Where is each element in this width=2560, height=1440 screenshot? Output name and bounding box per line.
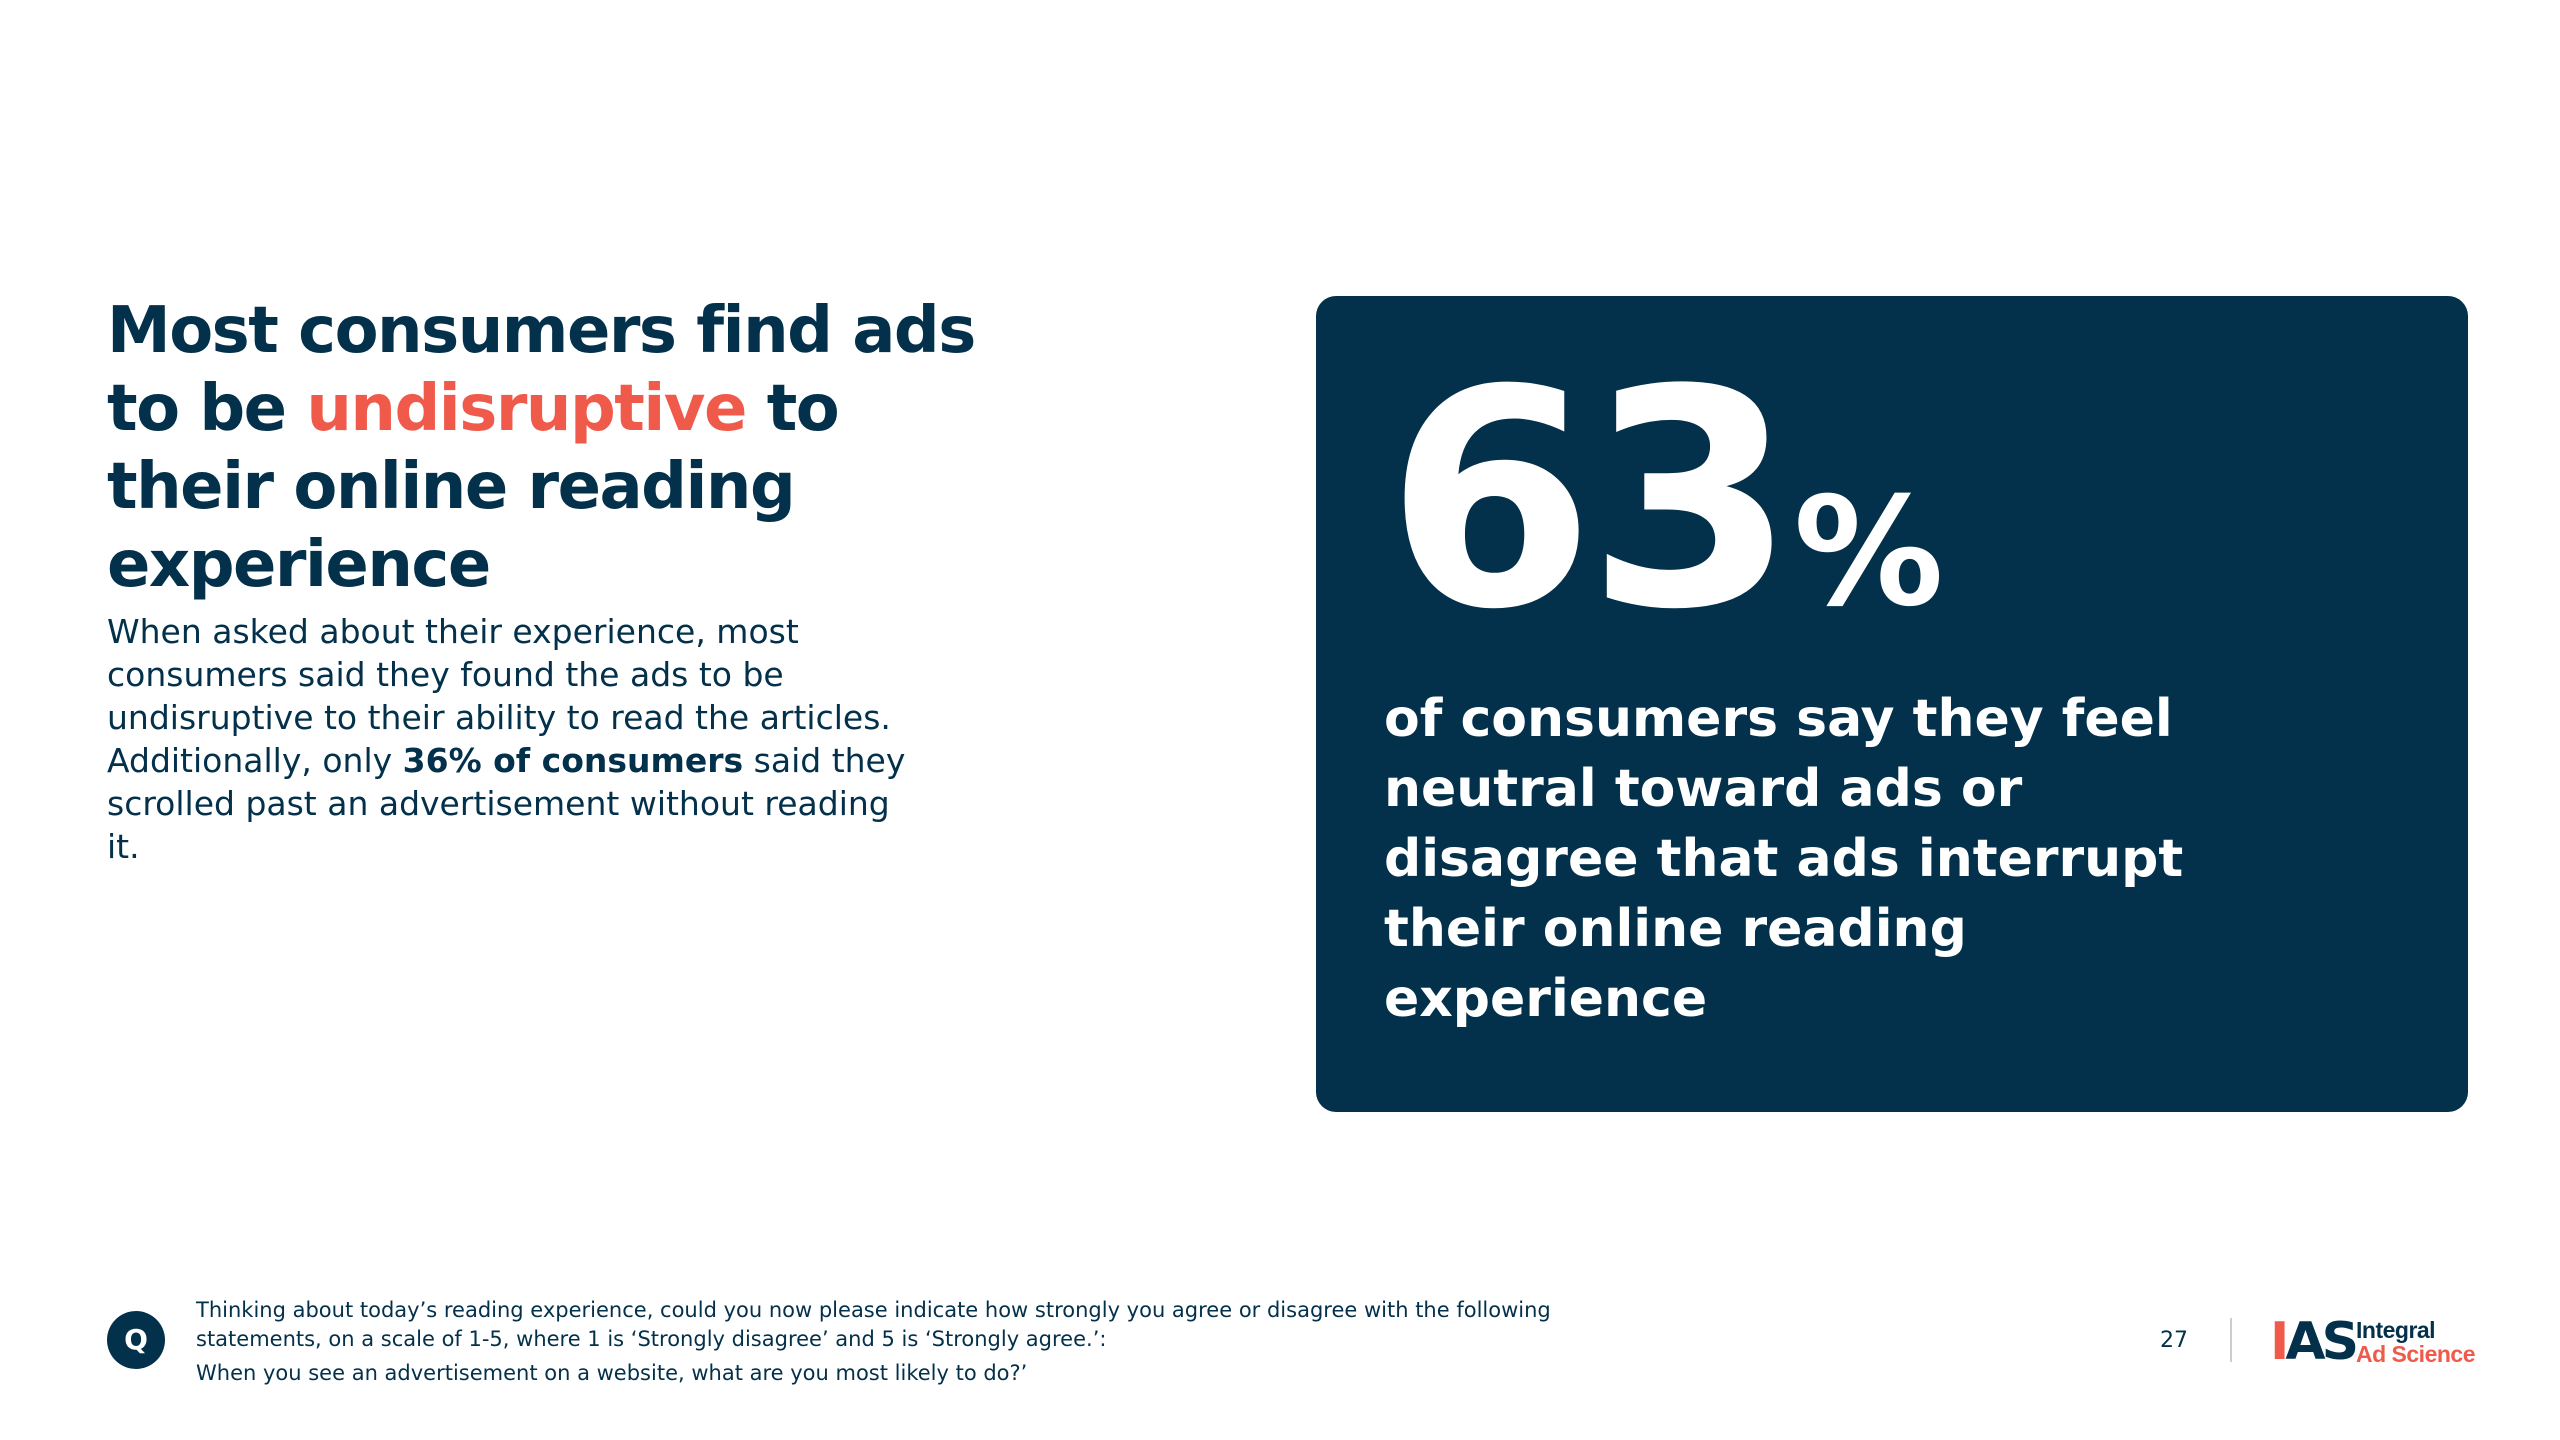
stat-card: 63% of consumers say they feel neutral t… <box>1316 296 2468 1112</box>
ias-logo: IAS Integral Ad Science <box>2270 1314 2480 1370</box>
ias-logo-mark-as: AS <box>2285 1312 2359 1372</box>
ias-logo-mark: IAS <box>2270 1312 2359 1372</box>
headline: Most consumers find ads to be undisrupti… <box>107 292 1007 604</box>
ias-logo-wordmark: Integral Ad Science <box>2356 1317 2476 1367</box>
stat-number: 63% <box>1386 351 1944 703</box>
stat-unit: % <box>1793 466 1944 640</box>
body-paragraph: When asked about their experience, most … <box>107 610 907 868</box>
question-line3: When you see an advertisement on a websi… <box>196 1361 1028 1385</box>
ias-logo-mark-i: I <box>2270 1312 2289 1372</box>
question-footnote: Thinking about today’s reading experienc… <box>196 1296 1596 1388</box>
body-bold-stat: 36% of consumers <box>402 741 744 780</box>
body-part1: When asked about their experience, most … <box>107 612 891 780</box>
page-number: 27 <box>2160 1328 2188 1353</box>
footer-divider <box>2230 1318 2232 1362</box>
question-badge: Q <box>107 1311 165 1369</box>
stat-value: 63 <box>1386 326 1795 675</box>
headline-part1: Most consumers find ads to be <box>107 294 976 446</box>
question-line2: statements, on a scale of 1-5, where 1 i… <box>196 1327 1107 1351</box>
stat-description: of consumers say they feel neutral towar… <box>1384 689 2184 1029</box>
question-line1: Thinking about today’s reading experienc… <box>196 1298 1551 1322</box>
ias-logo-word-integral: Integral <box>2356 1317 2436 1343</box>
body-part2: said they scrolled past an advertisement… <box>107 741 906 866</box>
ias-logo-word-adscience: Ad Science <box>2356 1341 2476 1367</box>
headline-part2: to their online reading experience <box>107 372 840 602</box>
headline-highlight: undisruptive <box>306 372 747 446</box>
